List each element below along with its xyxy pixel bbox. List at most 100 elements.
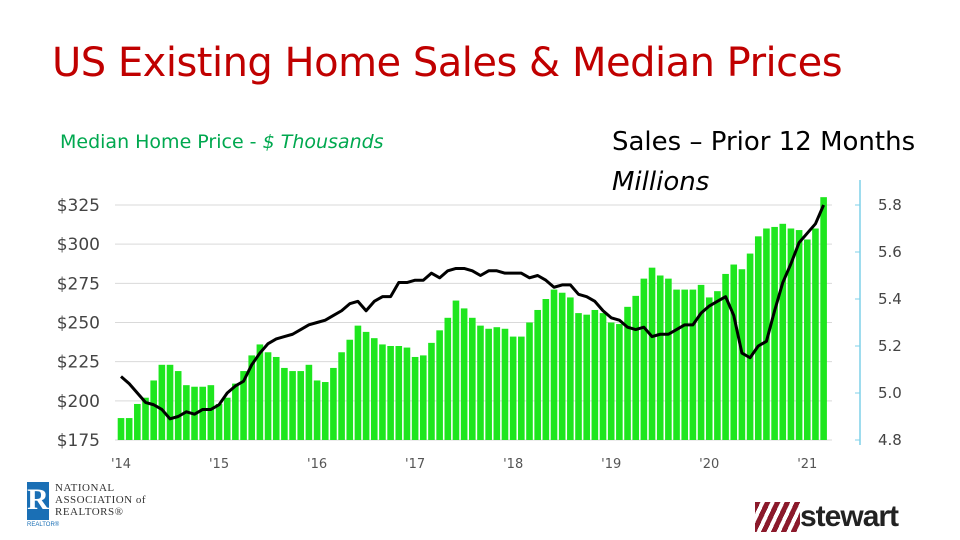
price-bar [803,239,811,440]
left-axis-title-text: Median Home Price - [60,131,263,153]
price-bar [248,355,256,440]
price-bar [534,309,541,440]
price-bar [591,309,599,440]
price-bar [754,236,762,440]
price-bar [452,300,460,440]
price-bar [469,317,476,440]
x-axis-tick-label: '21 [797,457,817,472]
price-bar [338,352,345,440]
price-bar [150,380,157,440]
left-axis-tick-label: $250 [57,314,100,334]
price-bar [321,382,329,440]
price-bar [403,347,411,440]
price-bar [411,356,419,440]
right-axis-tick-label: 5.2 [878,337,902,355]
right-axis-tick-label: 5.4 [878,290,902,308]
price-bar [616,324,623,440]
price-bar [656,275,664,440]
price-bar [477,325,484,440]
price-bar [542,299,550,440]
left-axis-title: Median Home Price - $ Thousands [60,131,384,153]
price-bar [395,346,403,440]
price-bar [787,228,795,440]
price-bar [289,371,296,440]
price-bar [460,308,468,440]
price-bar [812,228,819,440]
price-bar [297,371,305,440]
price-bar [607,322,615,440]
price-bar [362,331,370,440]
price-bar [305,364,313,440]
price-bar [624,306,631,440]
price-bar [567,297,574,440]
price-bar [771,226,778,440]
slide-title: US Existing Home Sales & Median Prices [52,40,843,86]
price-bar [158,364,166,440]
left-axis-tick-label: $300 [57,235,100,255]
left-axis-tick-label: $225 [57,353,100,373]
right-axis-title-text: Sales – Prior 12 Months [612,127,916,157]
price-bar [256,344,264,440]
price-bar [117,418,125,440]
price-bar [665,278,672,440]
left-axis-title-units: $ Thousands [262,131,384,153]
price-bar [722,273,729,440]
price-bar [575,313,582,440]
left-axis-tick-label: $200 [57,392,100,412]
price-bar [746,253,754,440]
nar-realtor-small: REALTOR® [27,522,60,528]
price-bar [379,344,386,440]
price-bar [444,317,452,440]
price-bar [281,367,288,440]
nar-line-3: REALTORS® [55,506,124,518]
price-bar [730,264,738,440]
left-axis-tick-label: $325 [57,196,100,216]
price-bar [820,197,827,440]
price-bar [264,352,272,440]
price-bar [199,386,206,440]
price-bar [550,289,558,440]
x-axis-tick-label: '18 [503,457,523,472]
price-bar [501,328,509,440]
right-axis-tick-label: 5.6 [878,243,902,261]
price-bar [313,380,321,440]
price-bar [207,385,215,440]
right-axis-tick-label: 5.0 [878,384,902,402]
price-bar [174,371,182,440]
left-axis-tick-label: $175 [57,431,100,451]
price-bar [632,295,640,440]
price-bar [509,336,517,440]
x-axis-tick-label: '16 [307,457,327,472]
price-bar [640,278,648,440]
x-axis-tick-label: '19 [601,457,621,472]
price-bar [689,289,697,440]
price-bar [763,228,770,440]
price-bar [419,355,427,440]
left-axis-tick-label: $275 [57,274,100,294]
price-bar [215,403,223,440]
price-bar [370,338,378,440]
right-axis-tick-label: 5.8 [878,196,902,214]
realtor-r-icon: R [27,482,49,520]
stewart-stripes-icon [755,502,800,532]
price-bar [583,314,590,440]
price-bar [795,230,803,440]
nar-logo-text: NATIONAL ASSOCIATION of REALTORS® [55,482,146,518]
price-bar [681,289,689,440]
right-axis-tick-label: 4.8 [878,431,902,449]
nar-line-2: ASSOCIATION of [55,494,147,506]
price-bar [705,297,713,440]
price-bar [354,325,362,440]
x-axis-tick-label: '20 [699,457,719,472]
price-bar [436,330,443,440]
x-axis-tick-label: '15 [209,457,229,472]
price-bar [526,322,533,440]
price-bar [428,342,435,440]
price-bar [673,289,680,440]
price-bar [223,397,231,440]
right-axis-title-units: Millions [612,167,710,197]
price-bar [518,336,525,440]
price-bar [330,367,337,440]
price-bar [599,313,607,440]
